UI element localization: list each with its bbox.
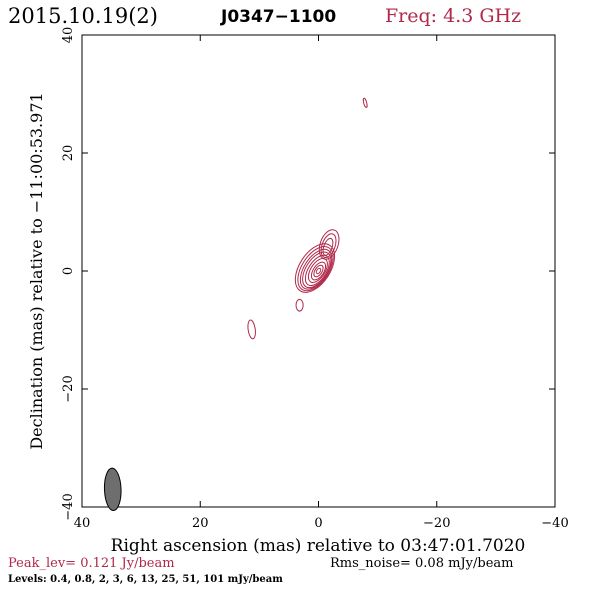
component-contour — [247, 319, 256, 340]
peak-level: Peak_lev= 0.121 Jy/beam — [8, 556, 175, 571]
frequency-label: Freq: 4.3 GHz — [385, 5, 521, 27]
y-tick-label: −40 — [61, 493, 76, 520]
core-contour — [313, 264, 324, 278]
core-contour — [304, 254, 330, 287]
jet-contour — [322, 237, 334, 256]
core-contour — [315, 267, 322, 275]
axis-tick-labels: 40 20 0 −20 −40 −40 −20 0 20 40 — [61, 27, 569, 531]
core-contour — [294, 243, 336, 293]
beam-ellipse-group — [103, 467, 122, 512]
x-tick-label: 20 — [192, 516, 209, 531]
y-axis-label: Declination (mas) relative to −11:00:53.… — [27, 92, 46, 449]
x-axis-label: Right ascension (mas) relative to 03:47:… — [111, 536, 526, 556]
x-tick-label: 40 — [74, 516, 91, 531]
rms-noise: Rms_noise= 0.08 mJy/beam — [330, 556, 513, 571]
y-tick-label: 40 — [61, 27, 76, 44]
contour-lines — [247, 97, 368, 340]
x-tick-label: −40 — [541, 516, 568, 531]
contour-levels: Levels: 0.4, 0.8, 2, 3, 6, 13, 25, 51, 1… — [8, 574, 283, 585]
axis-ticks — [81, 34, 556, 508]
jet-contour — [318, 229, 340, 260]
x-tick-label: −20 — [423, 516, 450, 531]
beam-ellipse — [103, 467, 122, 512]
y-tick-label: 0 — [61, 267, 76, 275]
epoch-date: 2015.10.19(2) — [8, 4, 158, 28]
jet-contour — [320, 233, 337, 258]
core-contour — [297, 246, 334, 292]
source-name: J0347−1100 — [220, 7, 336, 27]
y-tick-label: 20 — [61, 145, 76, 162]
plot-frame — [81, 34, 556, 508]
component-contour — [362, 97, 368, 108]
component-contour — [295, 298, 304, 312]
core-contour — [302, 251, 332, 289]
x-tick-label: 0 — [314, 516, 322, 531]
core-contour — [310, 261, 327, 281]
y-tick-label: −20 — [61, 375, 76, 402]
